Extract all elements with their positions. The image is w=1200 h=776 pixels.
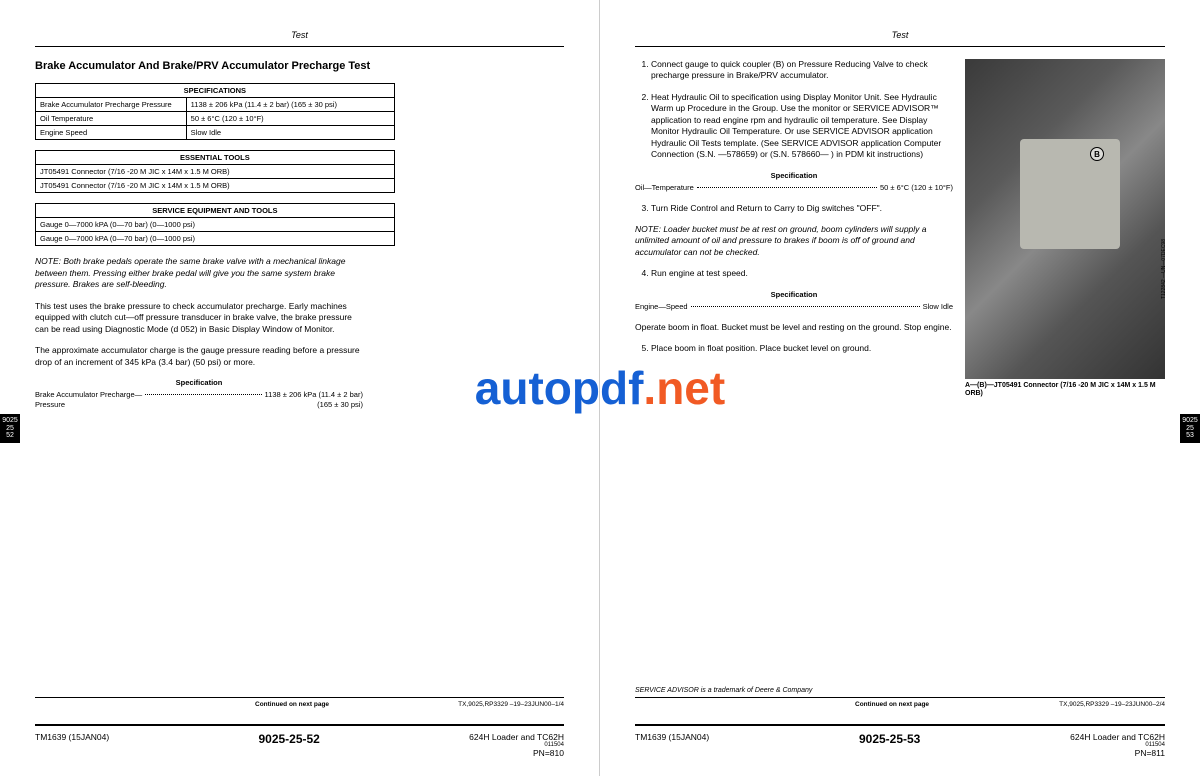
header-rule [635,46,1165,47]
steps-list: Place boom in float position. Place buck… [635,343,953,354]
trademark-note: SERVICE ADVISOR is a trademark of Deere … [635,687,812,694]
footer-right: 624H Loader and TC62H 011504 PN=811 [1070,732,1165,758]
spec-inline-block: Specification Engine—Speed Slow Idle [635,290,953,312]
steps-list: Turn Ride Control and Return to Carry to… [635,203,953,214]
specifications-table: SPECIFICATIONS Brake Accumulator Prechar… [35,83,395,140]
spec-inline-block: Specification Brake Accumulator Precharg… [35,378,363,410]
paragraph: This test uses the brake pressure to che… [35,301,363,335]
note-block: NOTE: Both brake pedals operate the same… [35,256,363,290]
footer-center: 9025-25-53 [859,732,920,746]
side-tab-right: 9025 25 53 [1180,414,1200,443]
step: Run engine at test speed. [651,268,953,279]
paragraph: Operate boom in float. Bucket must be le… [635,322,953,333]
spec-inline-block: Specification Oil—Temperature 50 ± 6°C (… [635,171,953,193]
spec-inline-title: Specification [35,378,363,387]
equipment-table: SERVICE EQUIPMENT AND TOOLS Gauge 0—7000… [35,203,395,246]
left-page: 9025 25 52 Test Brake Accumulator And Br… [0,0,600,776]
figure-image: B T122842 —UN—07DEC98 [965,59,1165,379]
footer-right: 624H Loader and TC62H 011504 PN=810 [469,732,564,758]
table-row: Engine SpeedSlow Idle [36,126,395,140]
paragraph: The approximate accumulator charge is th… [35,345,363,368]
step: Place boom in float position. Place buck… [651,343,953,354]
page-spread: 9025 25 52 Test Brake Accumulator And Br… [0,0,1200,776]
footer-left: TM1639 (15JAN04) [635,732,709,742]
header-rule [35,46,564,47]
table-row: Brake Accumulator Precharge Pressure1138… [36,98,395,112]
footer: TM1639 (15JAN04) 9025-25-53 624H Loader … [635,724,1165,758]
continued-bar: Continued on next page TX,9025,RP3329 –1… [635,697,1165,708]
steps-list: Run engine at test speed. [635,268,953,279]
table-row: JT05491 Connector (7/16 -20 M JIC x 14M … [36,165,395,179]
note-block: NOTE: Loader bucket must be at rest on g… [635,224,953,258]
steps-list: Connect gauge to quick coupler (B) on Pr… [635,59,953,161]
callout-b: B [1090,147,1104,161]
footer-center: 9025-25-52 [258,732,319,746]
step: Connect gauge to quick coupler (B) on Pr… [651,59,953,82]
page-title: Brake Accumulator And Brake/PRV Accumula… [35,59,564,73]
side-tab-left: 9025 25 52 [0,414,20,443]
header-label: Test [635,30,1165,40]
footer: TM1639 (15JAN04) 9025-25-52 624H Loader … [35,724,564,758]
table-row: Gauge 0—7000 kPA (0—70 bar) (0—1000 psi) [36,218,395,232]
tools-table: ESSENTIAL TOOLS JT05491 Connector (7/16 … [35,150,395,193]
image-column: B T122842 —UN—07DEC98 A—(B)—JT05491 Conn… [965,59,1165,399]
right-text-column: Connect gauge to quick coupler (B) on Pr… [635,59,953,399]
spec-line: Brake Accumulator Precharge— Pressure 11… [35,390,363,410]
valve-block [1020,139,1120,249]
step: Turn Ride Control and Return to Carry to… [651,203,953,214]
step: Heat Hydraulic Oil to specification usin… [651,92,953,161]
right-page: 9025 25 53 Test Connect gauge to quick c… [600,0,1200,776]
table-row: Gauge 0—7000 kPA (0—70 bar) (0—1000 psi) [36,232,395,246]
image-ref: T122842 —UN—07DEC98 [1161,239,1167,299]
table-row: JT05491 Connector (7/16 -20 M JIC x 14M … [36,179,395,193]
right-content: Connect gauge to quick coupler (B) on Pr… [635,59,1165,399]
image-caption: A—(B)—JT05491 Connector (7/16 -20 M JIC … [965,382,1165,399]
footer-left: TM1639 (15JAN04) [35,732,109,742]
spec-header: SPECIFICATIONS [36,84,395,98]
tools-header: ESSENTIAL TOOLS [36,151,395,165]
equip-header: SERVICE EQUIPMENT AND TOOLS [36,204,395,218]
header-label: Test [35,30,564,40]
continued-bar: Continued on next page TX,9025,RP3329 –1… [35,697,564,708]
table-row: Oil Temperature50 ± 6°C (120 ± 10°F) [36,112,395,126]
